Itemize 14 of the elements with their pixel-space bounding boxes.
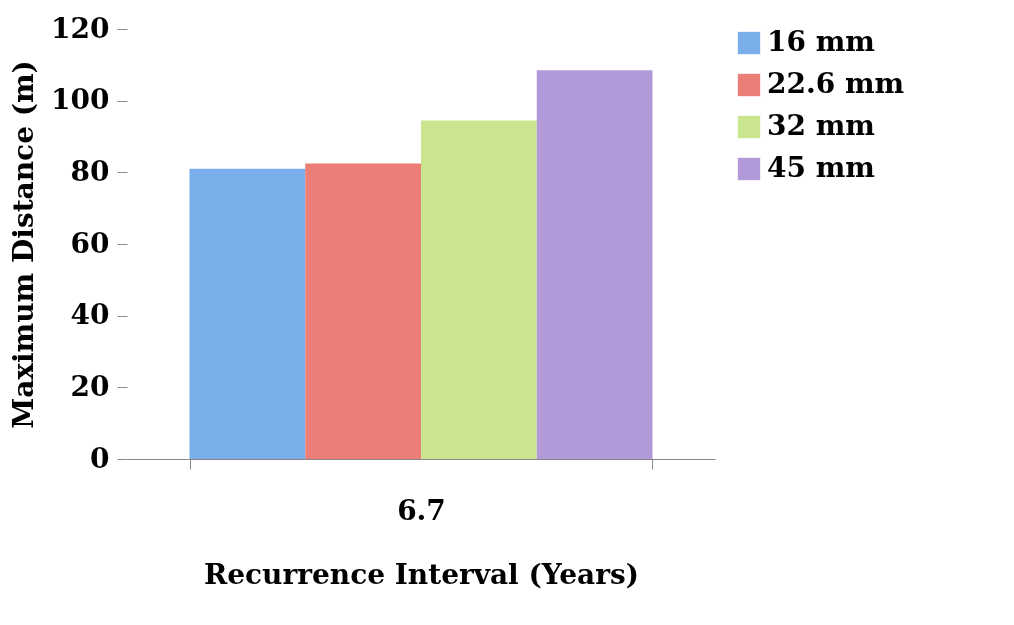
- legend-label: 22.6 mm: [767, 67, 905, 100]
- y-tick-label: 60: [70, 226, 110, 260]
- legend-label: 32 mm: [767, 109, 875, 142]
- legend-label: 16 mm: [767, 25, 875, 58]
- legend-label: 45 mm: [767, 151, 875, 184]
- x-tick-label: 6.7: [397, 493, 446, 527]
- y-tick-label: 100: [51, 83, 110, 117]
- y-tick-label: 40: [70, 298, 110, 332]
- y-axis-title: Maximum Distance (m): [7, 60, 41, 429]
- y-tick-label: 20: [70, 369, 110, 403]
- y-tick-label: 120: [51, 11, 110, 45]
- x-axis-title: Recurrence Interval (Years): [203, 557, 640, 591]
- y-tick-label: 80: [70, 154, 110, 188]
- y-tick-label: 0: [90, 441, 110, 475]
